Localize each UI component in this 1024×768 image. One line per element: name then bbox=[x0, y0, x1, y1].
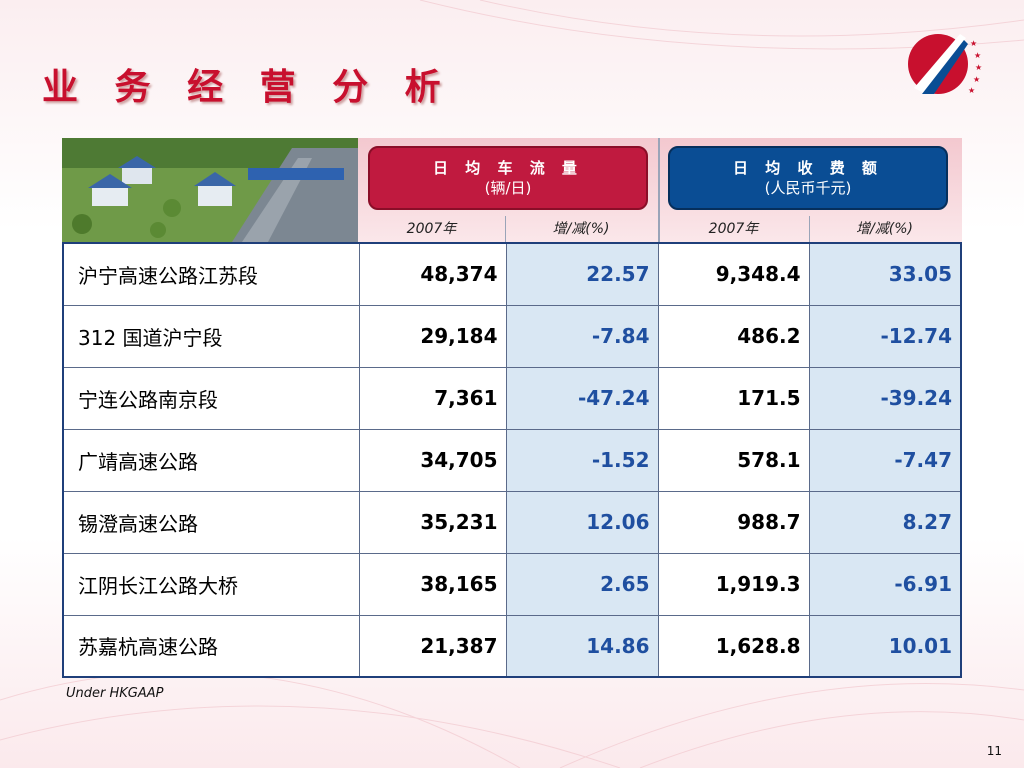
row-name-cell: 广靖高速公路 bbox=[62, 428, 360, 492]
toll-2007-cell: 171.5 bbox=[657, 366, 810, 430]
toll-2007-cell: 1,919.3 bbox=[657, 552, 810, 616]
row-name-cell: 苏嘉杭高速公路 bbox=[62, 614, 360, 678]
traffic-change-cell: 12.06 bbox=[505, 490, 659, 554]
table-row: 广靖高速公路 34,705 -1.52 578.1 -7.47 bbox=[62, 428, 962, 492]
svg-text:★: ★ bbox=[973, 75, 980, 84]
page-number: 11 bbox=[986, 744, 1002, 758]
slide-title: 业 务 经 营 分 析 bbox=[42, 67, 453, 108]
row-name-cell: 锡澄高速公路 bbox=[62, 490, 360, 554]
subheader-traffic-2007: 2007年 bbox=[406, 221, 457, 237]
expressway-table: 沪宁高速公路江苏段 48,374 22.57 9,348.4 33.05 312 国道沪宁… bbox=[62, 242, 962, 678]
table-row: 江阴长江公路大桥 38,165 2.65 1,919.3 -6.91 bbox=[62, 552, 962, 616]
toll-station-photo bbox=[62, 138, 358, 242]
traffic-change-cell: 22.57 bbox=[505, 242, 659, 306]
expressway-logo: ★ ★ ★ ★ ★ bbox=[908, 34, 982, 95]
toll-2007-cell: 1,628.8 bbox=[657, 614, 810, 678]
subheader-divider bbox=[809, 216, 810, 242]
footnote: Under HKGAAP bbox=[66, 686, 164, 701]
traffic-2007-cell: 29,184 bbox=[358, 304, 507, 368]
traffic-change-cell: 2.65 bbox=[505, 552, 659, 616]
traffic-2007-cell: 35,231 bbox=[358, 490, 507, 554]
toll-2007-cell: 578.1 bbox=[657, 428, 810, 492]
traffic-change-cell: -7.84 bbox=[505, 304, 659, 368]
toll-2007-cell: 486.2 bbox=[657, 304, 810, 368]
table-row: 苏嘉杭高速公路 21,387 14.86 1,628.8 10.01 bbox=[62, 614, 962, 678]
row-name-cell: 江阴长江公路大桥 bbox=[62, 552, 360, 616]
row-name-cell: 312 国道沪宁段 bbox=[62, 304, 360, 368]
row-name-cell: 宁连公路南京段 bbox=[62, 366, 360, 430]
svg-text:★: ★ bbox=[970, 39, 977, 48]
traffic-2007-cell: 7,361 bbox=[358, 366, 507, 430]
traffic-2007-cell: 21,387 bbox=[358, 614, 507, 678]
toll-change-cell: 33.05 bbox=[808, 242, 962, 306]
subheader-toll-change: 增/减(%) bbox=[856, 221, 913, 237]
table-row: 宁连公路南京段 7,361 -47.24 171.5 -39.24 bbox=[62, 366, 962, 430]
table-row: 沪宁高速公路江苏段 48,374 22.57 9,348.4 33.05 bbox=[62, 242, 962, 306]
traffic-2007-cell: 48,374 bbox=[358, 242, 507, 306]
traffic-change-cell: 14.86 bbox=[505, 614, 659, 678]
svg-text:★: ★ bbox=[974, 51, 981, 60]
toll-change-cell: 8.27 bbox=[808, 490, 962, 554]
traffic-2007-cell: 38,165 bbox=[358, 552, 507, 616]
subheader-divider bbox=[505, 216, 506, 242]
traffic-volume-header: 日 均 车 流 量 (辆/日) bbox=[368, 146, 648, 210]
toll-2007-cell: 988.7 bbox=[657, 490, 810, 554]
toll-change-cell: -39.24 bbox=[808, 366, 962, 430]
traffic-2007-cell: 34,705 bbox=[358, 428, 507, 492]
toll-change-cell: -6.91 bbox=[808, 552, 962, 616]
toll-2007-cell: 9,348.4 bbox=[657, 242, 810, 306]
traffic-change-cell: -1.52 bbox=[505, 428, 659, 492]
subheader-traffic-change: 增/减(%) bbox=[552, 221, 610, 237]
table-row: 312 国道沪宁段 29,184 -7.84 486.2 -12.74 bbox=[62, 304, 962, 368]
svg-text:★: ★ bbox=[975, 63, 982, 72]
toll-revenue-header: 日 均 收 费 额 (人民币千元) bbox=[668, 146, 948, 210]
traffic-change-cell: -47.24 bbox=[505, 366, 659, 430]
svg-text:★: ★ bbox=[968, 86, 975, 95]
toll-change-cell: -7.47 bbox=[808, 428, 962, 492]
row-name-cell: 沪宁高速公路江苏段 bbox=[62, 242, 360, 306]
table-row: 锡澄高速公路 35,231 12.06 988.7 8.27 bbox=[62, 490, 962, 554]
subheader-toll-2007: 2007年 bbox=[708, 221, 759, 237]
toll-change-cell: -12.74 bbox=[808, 304, 962, 368]
toll-change-cell: 10.01 bbox=[808, 614, 962, 678]
data-panel: 日 均 车 流 量 (辆/日) 日 均 收 费 额 (人民币千元) 2007年 … bbox=[62, 138, 962, 678]
